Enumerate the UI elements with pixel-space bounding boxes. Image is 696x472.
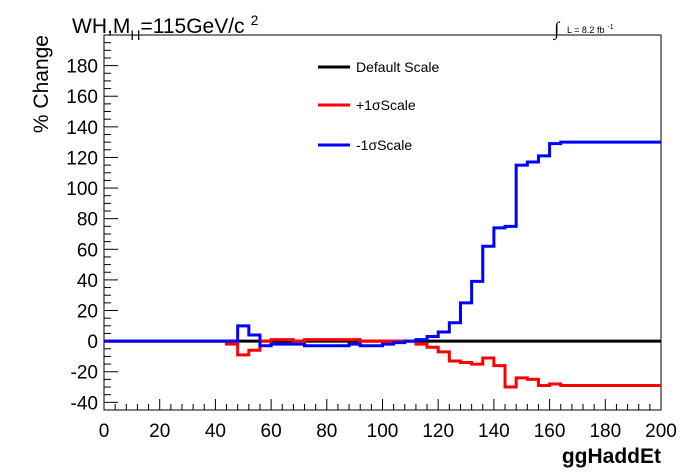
y-tick-label: 100	[66, 179, 98, 200]
legend-label: Default Scale	[356, 59, 439, 75]
legend: Default Scale +1σScale -1σScale	[318, 59, 439, 153]
integral-symbol: ∫	[553, 19, 561, 41]
luminosity-unit-sup: -1	[607, 24, 613, 31]
y-tick-label: 20	[77, 302, 98, 323]
y-tick-label: -20	[71, 363, 98, 384]
x-tick-label: 160	[534, 421, 566, 442]
luminosity-text: L = 8.2 fb	[567, 25, 604, 35]
chart-title: WH,MH=115GeV/c 2	[72, 12, 259, 43]
y-tick-label: 120	[66, 148, 98, 169]
series-layer	[104, 140, 661, 389]
y-tick-label: 180	[66, 57, 98, 78]
x-axis: 0 20 40 60 80 100 120 140 160 180 200	[99, 399, 677, 442]
svg-text:L = 8.2 fb-1: L = 8.2 fb -1	[567, 24, 614, 35]
x-tick-label: 40	[205, 421, 226, 442]
x-axis-title: ggHaddEt	[562, 445, 661, 468]
y-axis: -40 -20 0 20 40 60 80 100 120 140 160 180	[66, 34, 118, 414]
x-tick-label: 20	[149, 421, 170, 442]
series-line-3	[104, 140, 661, 348]
x-tick-label: 180	[589, 421, 621, 442]
x-tick-label: 140	[478, 421, 510, 442]
y-tick-label: 140	[66, 118, 98, 139]
legend-label: +1σScale	[356, 97, 416, 113]
x-tick-label: 0	[99, 421, 110, 442]
x-tick-label: 100	[367, 421, 399, 442]
y-axis-title: % Change	[30, 35, 53, 133]
y-tick-label: 40	[77, 271, 98, 292]
luminosity-label: ∫ L = 8.2 fb -1	[553, 19, 614, 41]
y-tick-label: 0	[87, 332, 98, 353]
legend-label: -1σScale	[356, 137, 412, 153]
x-tick-label: 80	[316, 421, 337, 442]
y-tick-label: 60	[77, 240, 98, 261]
x-tick-label: 200	[645, 421, 677, 442]
x-tick-label: 60	[261, 421, 282, 442]
y-tick-label: 80	[77, 210, 98, 231]
y-tick-label: 160	[66, 87, 98, 108]
y-tick-label: -40	[71, 393, 98, 414]
plot-frame	[103, 34, 662, 411]
x-tick-label: 120	[422, 421, 454, 442]
